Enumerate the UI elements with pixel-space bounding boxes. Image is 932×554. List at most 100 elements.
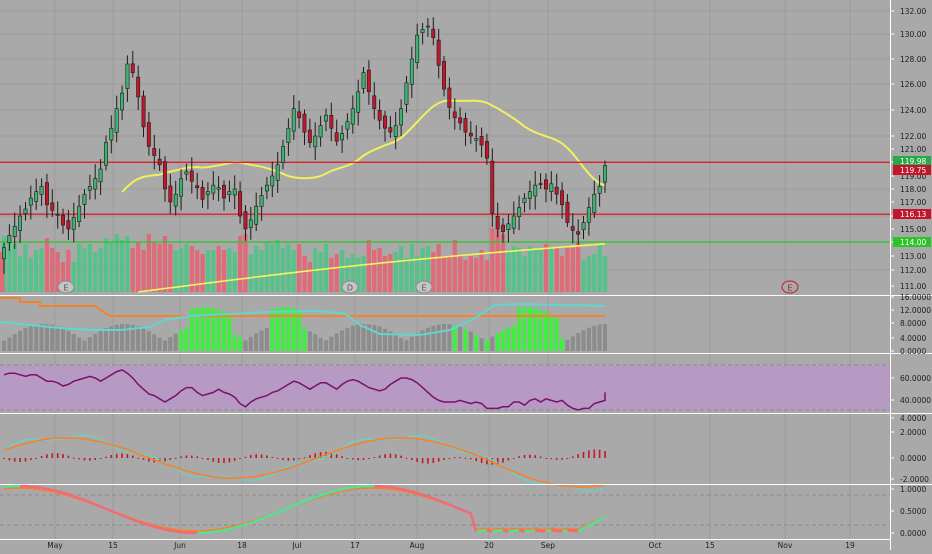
volume-bar — [120, 240, 124, 292]
volume-bar — [533, 250, 537, 292]
pane-1-bar — [254, 334, 258, 351]
macd-histogram-bar — [524, 455, 526, 458]
pane-1-bar — [281, 307, 285, 351]
macd-histogram-bar — [218, 458, 220, 463]
macd-histogram-bar — [19, 458, 21, 462]
candle-body — [201, 187, 204, 199]
candle-body — [29, 198, 32, 205]
macd-histogram-bar — [3, 458, 5, 459]
macd-histogram-bar — [298, 458, 300, 459]
pane-1-bar — [104, 328, 108, 351]
volume-bar — [539, 248, 543, 292]
oscillator-segment — [396, 488, 401, 489]
pane-1-bar — [501, 330, 505, 351]
pane-1-bar — [506, 328, 510, 351]
oscillator-segment — [508, 531, 513, 532]
pane-1-bar — [40, 324, 44, 351]
macd-histogram-bar — [89, 458, 91, 461]
oscillator-segment — [347, 488, 352, 489]
volume-bar — [270, 244, 274, 292]
macd-histogram-bar — [347, 458, 349, 459]
pane-1-bar — [34, 325, 38, 351]
macd-histogram-bar — [175, 458, 177, 459]
macd-histogram-bar — [416, 458, 418, 462]
volume-bar — [238, 236, 242, 292]
time-axis-label: Nov — [778, 541, 793, 550]
volume-bar — [158, 244, 162, 292]
volume-bar — [259, 250, 263, 292]
indicator-tick-label: 4.0000 — [900, 414, 926, 423]
candle-body — [88, 186, 91, 190]
volume-bar — [549, 248, 553, 292]
volume-bar — [571, 248, 575, 292]
macd-histogram-bar — [406, 458, 408, 459]
pane-1-bar — [244, 340, 248, 351]
price-tick-label: 113.00 — [900, 252, 926, 261]
pane-1-bar — [592, 326, 596, 351]
volume-bar — [45, 238, 49, 292]
candle-body — [410, 59, 413, 84]
indicator-tick-label: 4.0000 — [900, 334, 926, 343]
macd-histogram-bar — [277, 458, 279, 459]
macd-histogram-bar — [475, 458, 477, 461]
volume-bar — [200, 254, 204, 292]
event-marker[interactable]: E — [58, 281, 74, 293]
pane-1-bar — [410, 337, 414, 351]
time-axis-label: Aug — [410, 541, 425, 550]
macd-histogram-bar — [207, 458, 209, 460]
macd-histogram-bar — [529, 455, 531, 458]
macd-histogram-bar — [395, 454, 397, 458]
oscillator-segment — [358, 486, 363, 487]
candle-body — [142, 96, 145, 127]
macd-histogram-bar — [105, 457, 107, 458]
candle-body — [582, 223, 585, 230]
volume-bar — [592, 254, 596, 292]
candle-body — [8, 236, 11, 243]
price-tick-label: 112.00 — [900, 266, 926, 275]
candle-body — [389, 128, 392, 133]
candle-body — [174, 194, 177, 206]
volume-bar — [217, 246, 221, 292]
macd-histogram-bar — [223, 458, 225, 463]
time-axis-label: Oct — [649, 541, 662, 550]
oscillator-segment — [423, 495, 428, 497]
volume-bar — [522, 256, 526, 292]
event-marker[interactable]: E — [782, 281, 798, 293]
pane-1-bar — [431, 326, 435, 351]
volume-bar — [281, 248, 285, 292]
pane-1-bar — [474, 335, 478, 351]
indicator-tick-label: 40.0000 — [900, 396, 931, 405]
volume-bar — [528, 246, 532, 292]
oscillator-segment — [63, 493, 68, 495]
event-marker[interactable]: D — [342, 281, 358, 293]
candle-body — [603, 166, 606, 183]
macd-histogram-bar — [341, 456, 343, 458]
macd-histogram-bar — [30, 458, 32, 460]
candle-body — [496, 216, 499, 229]
macd-histogram-bar — [170, 458, 172, 460]
macd-histogram-bar — [229, 458, 231, 462]
candle-body — [555, 187, 558, 194]
time-axis-label: Jul — [291, 541, 301, 550]
oscillator-segment — [401, 489, 406, 490]
candle-body — [298, 112, 301, 118]
volume-bar — [18, 256, 22, 292]
pane-1-bar — [517, 308, 521, 351]
candle-body — [190, 171, 193, 181]
volume-bar — [50, 248, 54, 292]
event-marker[interactable]: E — [416, 281, 432, 293]
candle-body — [40, 186, 43, 194]
oscillator-segment — [68, 494, 73, 496]
macd-histogram-bar — [449, 458, 451, 459]
oscillator-segment — [503, 530, 508, 531]
pane-1-bar — [437, 325, 441, 351]
volume-bar — [297, 244, 301, 292]
pane-1-bar — [276, 308, 280, 351]
candle-body — [528, 192, 531, 199]
indicator-tick-label: 16.0000 — [900, 293, 931, 302]
oscillator-segment — [535, 530, 540, 531]
candle-body — [335, 133, 338, 142]
event-marker-label: D — [347, 284, 353, 293]
